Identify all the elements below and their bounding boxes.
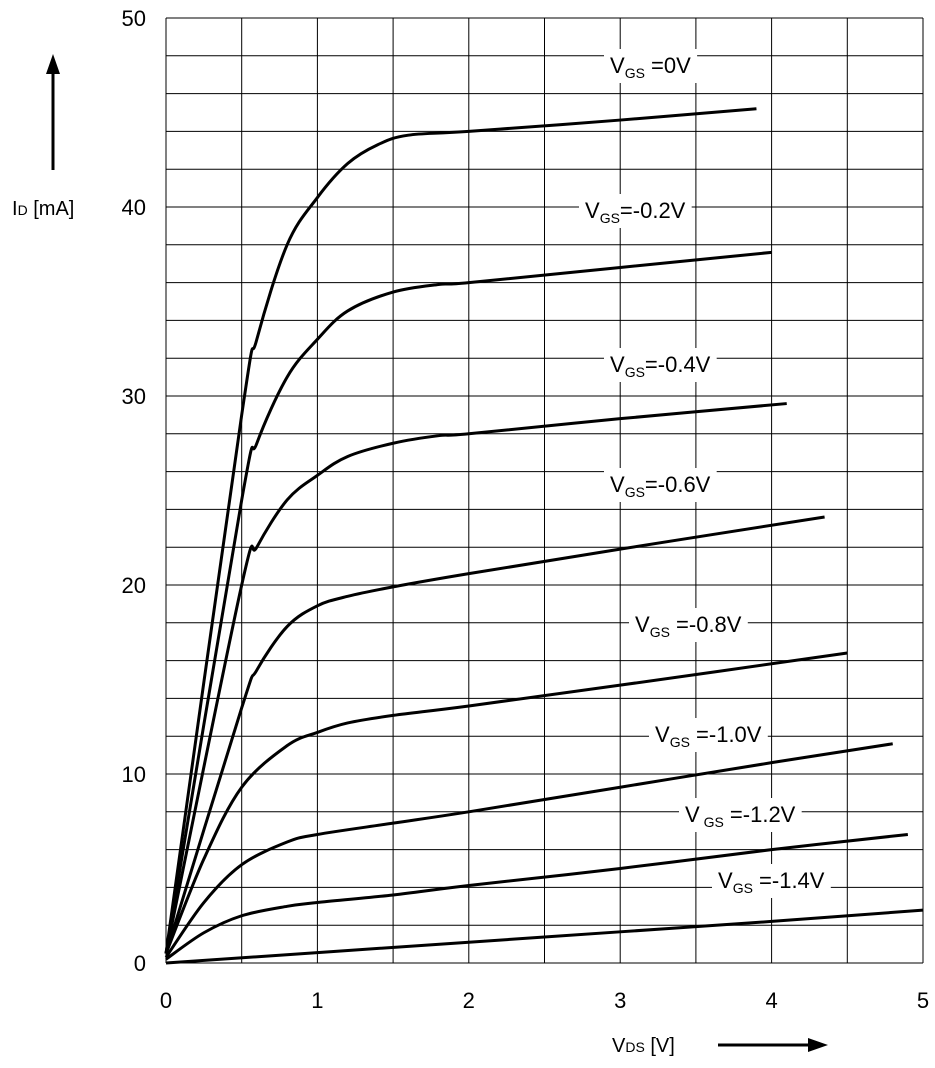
series-label-sub: GS bbox=[650, 624, 670, 640]
series-label-4: VGS =-0.8V bbox=[629, 608, 748, 642]
chart-curves bbox=[164, 107, 924, 965]
series-line-6 bbox=[165, 832, 909, 961]
series-label-text: VGS =-0.8V bbox=[635, 612, 742, 640]
series-label-sub: GS bbox=[600, 210, 620, 226]
y-tick-label: 30 bbox=[122, 384, 146, 409]
series-label-bg bbox=[629, 608, 748, 642]
series-label-main: V bbox=[718, 868, 733, 893]
series-label-2: VGS=-0.4V bbox=[604, 348, 717, 382]
series-label-rest: =-0.8V bbox=[670, 612, 742, 637]
x-tick-label: 2 bbox=[463, 988, 475, 1013]
series-label-text: VGS =-1.0V bbox=[655, 722, 762, 750]
series-label-rest: =0V bbox=[645, 53, 691, 78]
x-tick-label: 3 bbox=[614, 988, 626, 1013]
series-label-text: VGS=-0.6V bbox=[610, 472, 711, 500]
y-tick-label: 20 bbox=[122, 573, 146, 598]
y-tick-label: 0 bbox=[134, 951, 146, 976]
series-line-4 bbox=[164, 651, 848, 955]
series-label-bg bbox=[604, 49, 698, 83]
series-line-7 bbox=[165, 908, 924, 965]
series-label-rest: =-1.2V bbox=[724, 802, 796, 827]
series-label-bg bbox=[679, 798, 802, 832]
x-axis-title: VDS [V] bbox=[612, 1035, 828, 1057]
series-label-0: VGS =0V bbox=[604, 49, 698, 83]
y-tick-label: 40 bbox=[122, 195, 146, 220]
series-label-3: VGS=-0.6V bbox=[604, 468, 717, 502]
series-label-rest: =-1.4V bbox=[753, 868, 825, 893]
series-label-sub: GS bbox=[733, 880, 753, 896]
svg-text:VDS [V]: VDS [V] bbox=[612, 1035, 675, 1057]
y-tick-label: 50 bbox=[122, 6, 146, 31]
x-axis-label-sub: DS bbox=[625, 1039, 644, 1055]
x-tick-label: 0 bbox=[160, 988, 172, 1013]
series-label-bg bbox=[604, 348, 717, 382]
series-label-rest: =-0.6V bbox=[645, 472, 711, 497]
series-label-text: VGS=-0.2V bbox=[585, 198, 686, 226]
series-line-1 bbox=[164, 250, 772, 954]
series-label-bg bbox=[712, 864, 831, 898]
series-label-main: V bbox=[610, 472, 625, 497]
series-label-sub: GS bbox=[670, 734, 690, 750]
series-label-sub: GS bbox=[700, 814, 724, 830]
series-label-main: V bbox=[610, 352, 625, 377]
series-label-7: VGS =-1.4V bbox=[712, 864, 831, 898]
y-axis-label-main: I bbox=[12, 198, 18, 220]
series-label-rest: =-1.0V bbox=[690, 722, 762, 747]
chart-grid bbox=[165, 17, 924, 964]
series-label-text: V GS =-1.2V bbox=[685, 802, 796, 830]
series-label-main: V bbox=[610, 53, 625, 78]
series-label-text: VGS =0V bbox=[610, 53, 691, 81]
x-tick-label: 4 bbox=[765, 988, 777, 1013]
series-label-text: VGS=-0.4V bbox=[610, 352, 711, 380]
y-axis-title: ID [mA] bbox=[12, 54, 74, 220]
series-label-bg bbox=[604, 468, 717, 502]
x-tick-label: 1 bbox=[311, 988, 323, 1013]
series-line-5 bbox=[164, 742, 893, 959]
series-label-sub: GS bbox=[625, 364, 645, 380]
series-label-main: V bbox=[635, 612, 650, 637]
y-axis-arrowhead-icon bbox=[46, 54, 60, 74]
y-axis-label-unit: [mA] bbox=[28, 198, 75, 220]
series-label-sub: GS bbox=[625, 484, 645, 500]
series-label-6: V GS =-1.2V bbox=[679, 798, 802, 832]
y-tick-label: 10 bbox=[122, 762, 146, 787]
x-axis-label-unit: [V] bbox=[645, 1035, 675, 1057]
series-label-sub: GS bbox=[625, 65, 645, 81]
series-label-rest: =-0.4V bbox=[645, 352, 711, 377]
svg-text:ID [mA]: ID [mA] bbox=[12, 198, 74, 220]
x-tick-label: 5 bbox=[917, 988, 929, 1013]
series-label-bg bbox=[649, 718, 768, 752]
series-label-main: V bbox=[655, 722, 670, 747]
series-label-rest: =-0.2V bbox=[620, 198, 686, 223]
series-line-2 bbox=[164, 402, 787, 954]
x-axis-arrowhead-icon bbox=[808, 1038, 828, 1052]
series-label-main: V bbox=[685, 802, 700, 827]
series-label-main: V bbox=[585, 198, 600, 223]
series-label-text: VGS =-1.4V bbox=[718, 868, 825, 896]
series-label-5: VGS =-1.0V bbox=[649, 718, 768, 752]
x-axis-label-main: V bbox=[612, 1035, 626, 1057]
y-axis-label-sub: D bbox=[18, 202, 28, 218]
series-label-bg bbox=[579, 194, 692, 228]
series-label-1: VGS=-0.2V bbox=[579, 194, 692, 228]
series-line-0 bbox=[164, 107, 757, 954]
series-line-3 bbox=[164, 515, 825, 954]
